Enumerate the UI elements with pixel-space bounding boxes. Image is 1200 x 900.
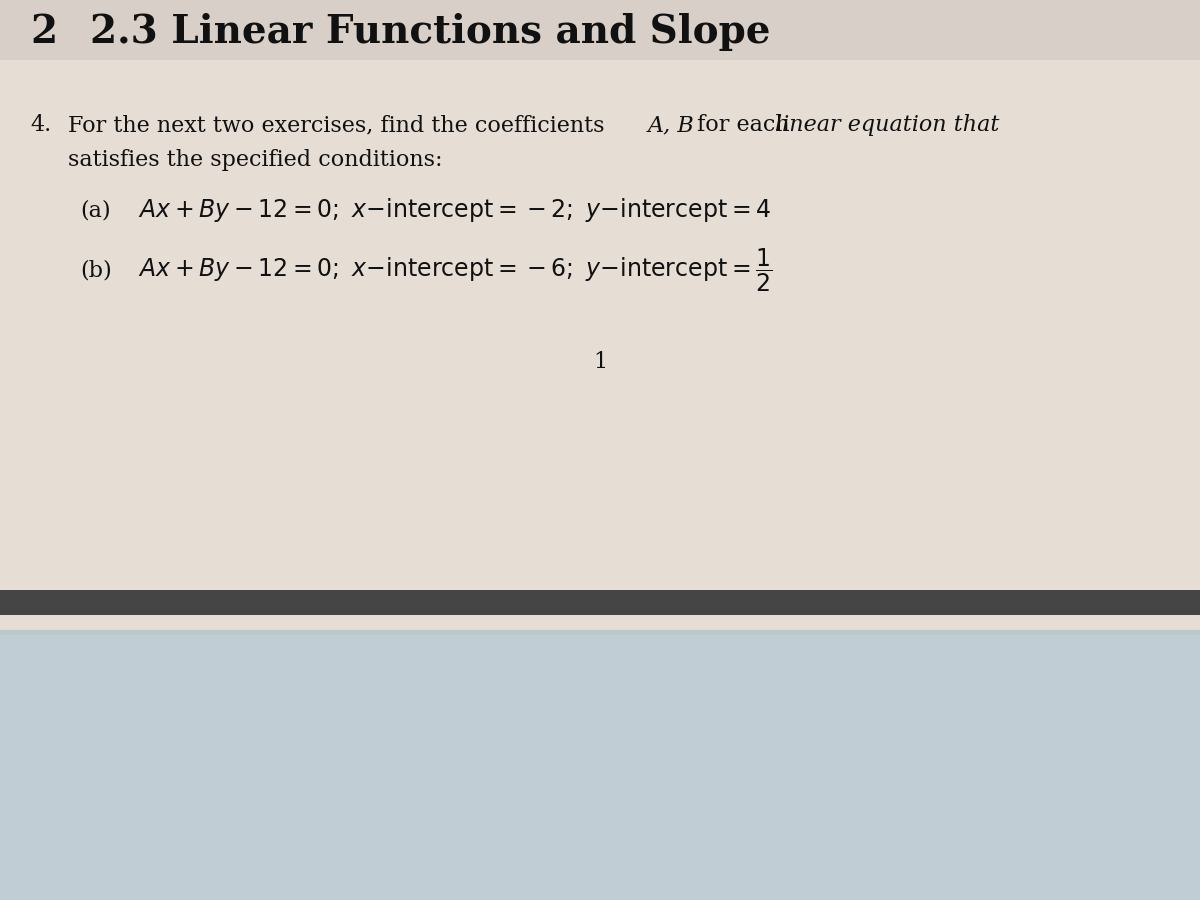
Bar bbox=[0, 0, 1200, 630]
Bar bbox=[0, 0, 1200, 60]
Bar bbox=[0, 635, 1200, 900]
Text: (b): (b) bbox=[80, 259, 112, 281]
Text: satisfies the specified conditions:: satisfies the specified conditions: bbox=[68, 149, 443, 171]
Text: for each: for each bbox=[690, 114, 797, 136]
Text: 1: 1 bbox=[593, 351, 607, 373]
Text: For the next two exercises, find the coefficients: For the next two exercises, find the coe… bbox=[68, 114, 612, 136]
Text: $Ax+By-12=0;\ x\mathrm{-intercept}=-6;\ y\mathrm{-intercept}=\dfrac{1}{2}$: $Ax+By-12=0;\ x\mathrm{-intercept}=-6;\ … bbox=[138, 247, 773, 293]
Text: $Ax+By-12=0;\ x\mathrm{-intercept}=-2;\ y\mathrm{-intercept}=4$: $Ax+By-12=0;\ x\mathrm{-intercept}=-2;\ … bbox=[138, 196, 772, 224]
Text: 2.3 Linear Functions and Slope: 2.3 Linear Functions and Slope bbox=[90, 13, 770, 51]
Text: linear equation that: linear equation that bbox=[775, 114, 1000, 136]
Bar bbox=[0, 590, 1200, 615]
Text: A, B: A, B bbox=[648, 114, 695, 136]
Text: (a): (a) bbox=[80, 199, 110, 221]
Text: 4.: 4. bbox=[30, 114, 52, 136]
Text: 2: 2 bbox=[30, 13, 58, 51]
